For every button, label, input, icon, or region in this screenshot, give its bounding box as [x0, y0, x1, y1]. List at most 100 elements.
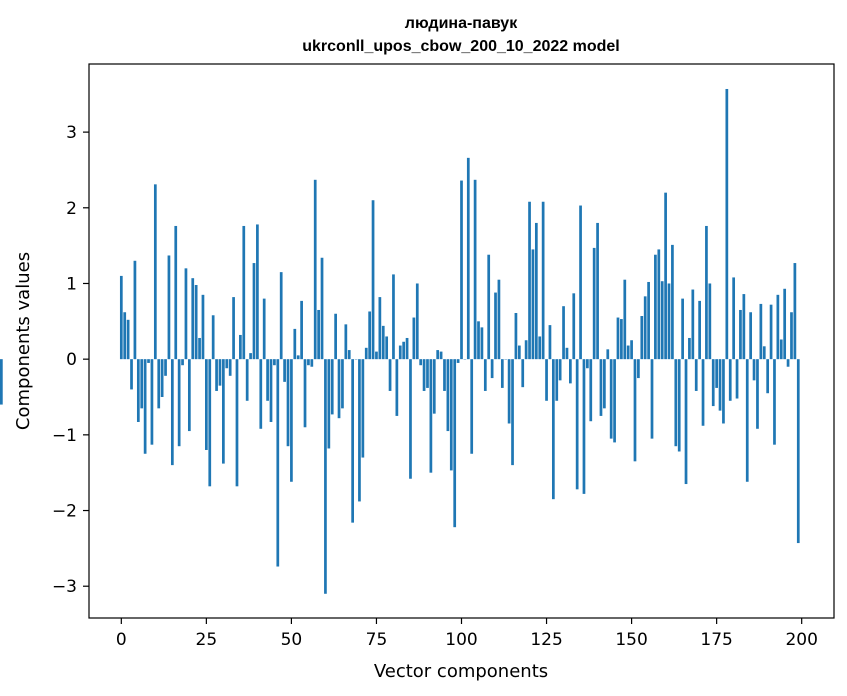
bar: [422, 359, 426, 391]
x-tick-label: 200: [785, 630, 817, 650]
bar: [395, 359, 399, 416]
bar: [174, 225, 178, 360]
bar: [650, 359, 654, 439]
bar: [398, 345, 402, 360]
bar: [194, 284, 198, 360]
bar: [341, 359, 344, 409]
bar: [358, 359, 361, 502]
y-tick-label: 2: [66, 199, 77, 219]
bar: [722, 359, 725, 424]
bar: [773, 359, 776, 445]
chart-title: людина-павук: [405, 15, 518, 32]
bar: [691, 289, 695, 360]
y-tick-label: 3: [66, 123, 77, 143]
bar: [228, 359, 232, 376]
bar: [640, 316, 644, 360]
bar: [273, 359, 276, 366]
bar: [647, 281, 650, 360]
bar: [119, 275, 123, 360]
bar: [218, 359, 222, 386]
bar: [330, 359, 334, 415]
bar: [126, 319, 130, 360]
bar: [232, 297, 235, 360]
bar: [388, 359, 392, 391]
bar: [439, 351, 443, 360]
bar: [762, 346, 766, 360]
bar: [283, 359, 286, 382]
bar: [569, 359, 572, 384]
bar: [143, 359, 147, 454]
bar: [324, 359, 327, 594]
bar: [575, 359, 579, 490]
bar-series: [0, 88, 800, 594]
bar: [245, 359, 249, 401]
bar: [711, 359, 715, 407]
bar: [252, 263, 256, 360]
bar: [375, 351, 378, 360]
bar: [320, 257, 324, 360]
bar: [589, 359, 593, 422]
bar: [327, 359, 331, 449]
bar: [592, 247, 596, 360]
bar: [405, 337, 409, 360]
bar: [466, 157, 470, 360]
bar: [453, 359, 457, 528]
bar: [262, 298, 266, 360]
bar: [150, 359, 154, 445]
bar: [334, 313, 337, 360]
x-tick-label: 0: [116, 630, 127, 650]
bar: [507, 359, 511, 424]
bar: [378, 297, 382, 360]
chart-subtitle: ukrconll_upos_cbow_200_10_2022 model: [302, 38, 619, 55]
bar: [671, 244, 674, 360]
bar: [368, 311, 372, 360]
bar: [429, 359, 433, 473]
bar: [606, 349, 610, 360]
bar: [160, 359, 164, 397]
bar: [296, 355, 300, 360]
bar: [198, 337, 201, 360]
bar: [667, 283, 671, 360]
bar: [769, 304, 773, 360]
bar: [531, 249, 535, 360]
bar: [157, 359, 161, 409]
bar: [609, 359, 613, 439]
bar: [133, 260, 137, 360]
bar: [470, 359, 474, 454]
bar: [572, 293, 576, 360]
bar: [545, 359, 548, 401]
bar: [211, 315, 215, 360]
bar: [790, 312, 793, 360]
bar: [555, 359, 559, 401]
bar: [541, 201, 545, 360]
bar: [745, 359, 749, 482]
bar: [660, 281, 664, 360]
bar: [347, 350, 351, 360]
bar: [130, 359, 133, 390]
bar: [225, 359, 229, 369]
bar: [351, 359, 354, 523]
bar: [426, 359, 429, 388]
bar: [551, 359, 555, 500]
bar: [626, 345, 630, 360]
bar: [616, 317, 620, 360]
bar: [286, 359, 290, 447]
y-tick-label: 1: [66, 274, 77, 294]
bar: [558, 359, 562, 381]
bar: [167, 255, 171, 360]
bar: [752, 359, 756, 381]
bar: [725, 88, 729, 360]
bar: [674, 359, 678, 447]
bar: [705, 225, 708, 360]
x-tick-label: 25: [196, 630, 218, 650]
bar: [208, 359, 212, 487]
bar: [548, 325, 552, 360]
y-tick-label: −2: [52, 502, 77, 522]
bar: [759, 303, 763, 360]
bar: [136, 359, 140, 422]
bar: [708, 283, 712, 360]
x-tick-label: 75: [366, 630, 388, 650]
bar: [630, 340, 633, 360]
bar: [698, 300, 701, 360]
